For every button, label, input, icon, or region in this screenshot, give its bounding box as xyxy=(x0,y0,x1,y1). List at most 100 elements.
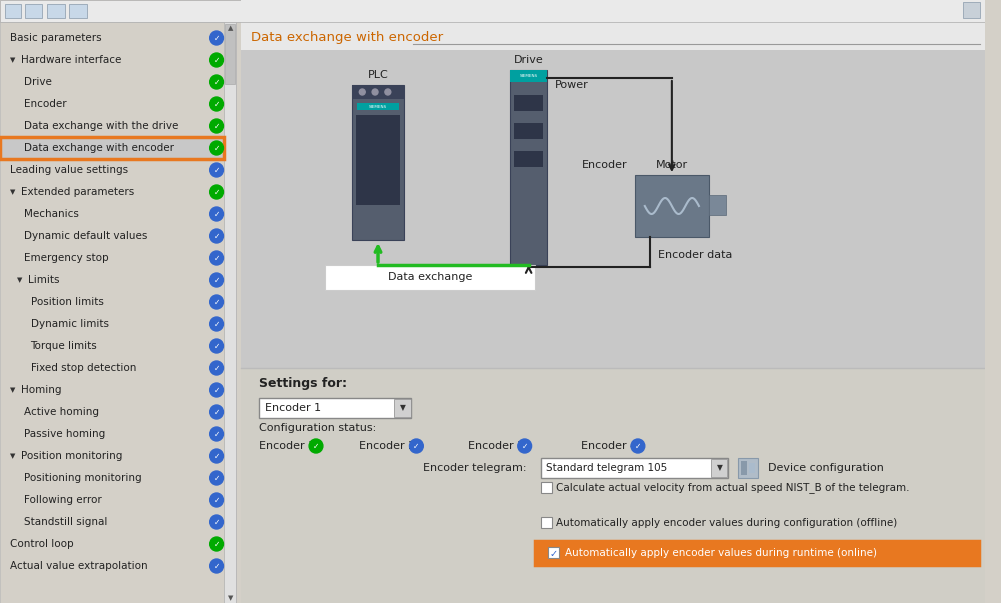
Circle shape xyxy=(209,119,223,133)
Text: Data exchange: Data exchange xyxy=(387,273,471,282)
Text: Encoder 3: Encoder 3 xyxy=(467,441,524,451)
FancyBboxPatch shape xyxy=(224,22,236,603)
Text: Dynamic default values: Dynamic default values xyxy=(24,231,147,241)
Text: ▼: ▼ xyxy=(10,387,15,393)
FancyBboxPatch shape xyxy=(542,517,553,528)
Text: Mechanics: Mechanics xyxy=(24,209,78,219)
Circle shape xyxy=(209,75,223,89)
Text: Position monitoring: Position monitoring xyxy=(21,451,122,461)
Text: ▼: ▼ xyxy=(10,57,15,63)
Text: Positioning monitoring: Positioning monitoring xyxy=(24,473,141,483)
FancyBboxPatch shape xyxy=(749,463,755,473)
Circle shape xyxy=(209,273,223,287)
Text: SIEMENS: SIEMENS xyxy=(520,74,538,78)
Text: Active homing: Active homing xyxy=(24,407,99,417)
Text: ✓: ✓ xyxy=(213,408,220,417)
FancyBboxPatch shape xyxy=(241,0,985,603)
FancyBboxPatch shape xyxy=(635,175,709,237)
Text: ✓: ✓ xyxy=(213,364,220,373)
Circle shape xyxy=(631,439,645,453)
FancyBboxPatch shape xyxy=(241,50,985,368)
Circle shape xyxy=(209,361,223,375)
Text: ▼: ▼ xyxy=(399,403,405,412)
Circle shape xyxy=(209,251,223,265)
Text: SIEMENS: SIEMENS xyxy=(369,104,387,109)
Text: ✓: ✓ xyxy=(550,549,558,558)
Text: ✓: ✓ xyxy=(213,386,220,395)
Circle shape xyxy=(209,207,223,221)
Text: Data exchange with encoder: Data exchange with encoder xyxy=(251,31,443,45)
Circle shape xyxy=(209,515,223,529)
FancyBboxPatch shape xyxy=(742,461,747,475)
Text: ▼: ▼ xyxy=(10,453,15,459)
Text: Encoder 4: Encoder 4 xyxy=(581,441,637,451)
Text: ▼: ▼ xyxy=(10,189,15,195)
FancyBboxPatch shape xyxy=(69,4,87,18)
Text: ✓: ✓ xyxy=(213,232,220,241)
Circle shape xyxy=(209,31,223,45)
FancyBboxPatch shape xyxy=(739,458,758,478)
Text: ✓: ✓ xyxy=(213,320,220,329)
Text: ✓: ✓ xyxy=(213,210,220,219)
Text: Limits: Limits xyxy=(28,275,59,285)
Text: Control loop: Control loop xyxy=(10,539,73,549)
FancyBboxPatch shape xyxy=(514,151,544,167)
Text: ✓: ✓ xyxy=(213,56,220,65)
Circle shape xyxy=(209,427,223,441)
FancyBboxPatch shape xyxy=(241,0,985,22)
Text: Standstill signal: Standstill signal xyxy=(24,517,107,527)
FancyBboxPatch shape xyxy=(325,265,535,290)
FancyBboxPatch shape xyxy=(241,368,985,603)
Text: Torque limits: Torque limits xyxy=(30,341,97,351)
FancyBboxPatch shape xyxy=(47,4,65,18)
Text: ✓: ✓ xyxy=(213,342,220,351)
Circle shape xyxy=(309,439,323,453)
Circle shape xyxy=(209,405,223,419)
FancyBboxPatch shape xyxy=(542,482,553,493)
Circle shape xyxy=(409,439,423,453)
Text: Dynamic limits: Dynamic limits xyxy=(30,319,108,329)
Circle shape xyxy=(372,89,378,95)
FancyBboxPatch shape xyxy=(356,115,399,205)
Text: Standard telegram 105: Standard telegram 105 xyxy=(547,463,668,473)
FancyBboxPatch shape xyxy=(352,85,403,99)
Text: Device configuration: Device configuration xyxy=(768,463,884,473)
Circle shape xyxy=(209,317,223,331)
FancyBboxPatch shape xyxy=(5,4,21,18)
FancyBboxPatch shape xyxy=(25,4,42,18)
Text: ✓: ✓ xyxy=(213,144,220,153)
FancyBboxPatch shape xyxy=(225,24,235,84)
FancyBboxPatch shape xyxy=(709,195,727,215)
Circle shape xyxy=(209,53,223,67)
Text: Settings for:: Settings for: xyxy=(259,377,347,391)
Text: ✓: ✓ xyxy=(213,122,220,131)
Circle shape xyxy=(209,537,223,551)
FancyBboxPatch shape xyxy=(393,399,410,417)
Text: Passive homing: Passive homing xyxy=(24,429,105,439)
Text: Automatically apply encoder values during configuration (offline): Automatically apply encoder values durin… xyxy=(557,518,898,528)
Text: Homing: Homing xyxy=(21,385,61,395)
Text: Extended parameters: Extended parameters xyxy=(21,187,134,197)
Text: Calculate actual velocity from actual speed NIST_B of the telegram.: Calculate actual velocity from actual sp… xyxy=(557,482,910,493)
Text: Configuration status:: Configuration status: xyxy=(259,423,376,433)
FancyBboxPatch shape xyxy=(510,70,548,82)
FancyBboxPatch shape xyxy=(514,95,544,111)
Text: ✓: ✓ xyxy=(413,442,419,451)
Circle shape xyxy=(209,449,223,463)
Circle shape xyxy=(209,493,223,507)
Text: Leading value settings: Leading value settings xyxy=(10,165,128,175)
Text: Drive: Drive xyxy=(24,77,51,87)
Circle shape xyxy=(385,89,390,95)
Text: ✓: ✓ xyxy=(213,100,220,109)
Text: ✓: ✓ xyxy=(213,298,220,307)
FancyBboxPatch shape xyxy=(711,459,728,477)
Text: Drive: Drive xyxy=(514,55,544,65)
Circle shape xyxy=(209,97,223,111)
Text: Encoder 1: Encoder 1 xyxy=(265,403,321,413)
Text: Encoder data: Encoder data xyxy=(658,250,732,260)
Text: Motor: Motor xyxy=(656,160,688,170)
FancyBboxPatch shape xyxy=(357,103,398,110)
Circle shape xyxy=(518,439,532,453)
FancyBboxPatch shape xyxy=(542,458,729,478)
Text: ✓: ✓ xyxy=(213,276,220,285)
